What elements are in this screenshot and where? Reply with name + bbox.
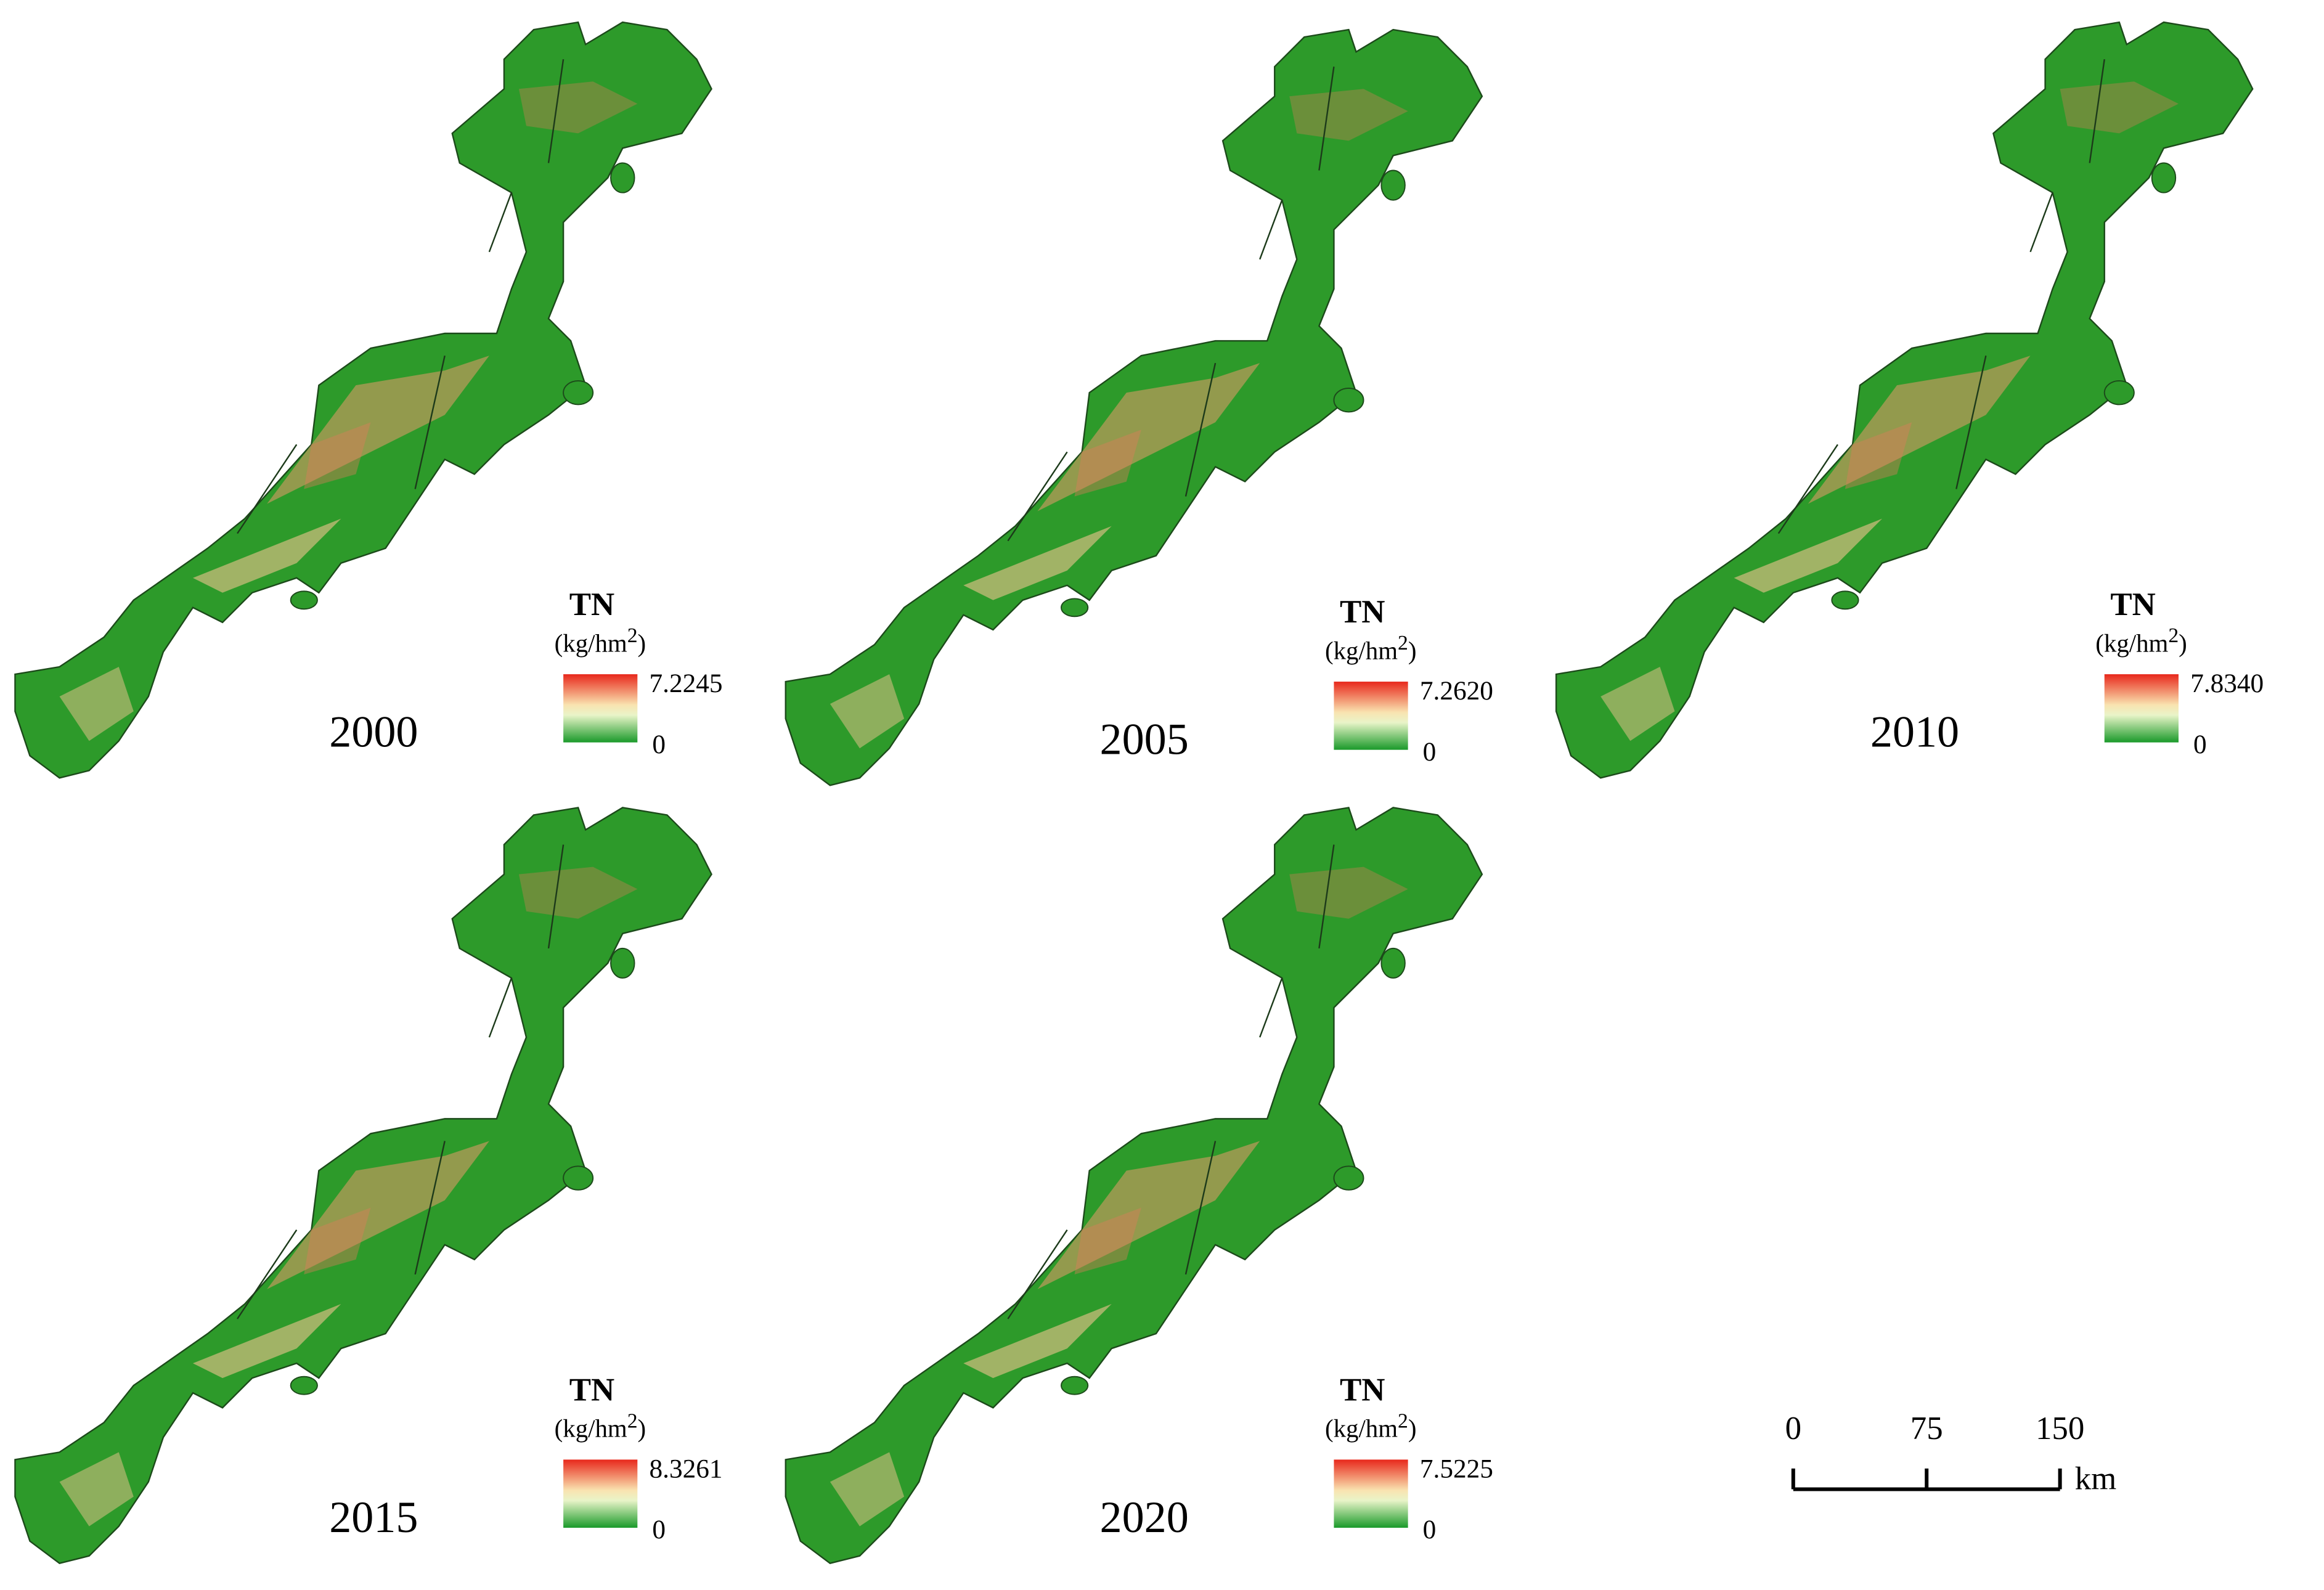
legend-min: 0 [2193,730,2207,759]
unit-exponent: 2 [2168,624,2179,647]
unit-suffix: ) [1408,637,1417,665]
legend-ramp [1334,682,1408,750]
legend-ramp [1334,1459,1408,1528]
unit-exponent: 2 [1398,1409,1408,1432]
legend-unit: (kg/hm2) [1325,1409,1416,1443]
legend-max: 7.2620 [1420,676,1493,706]
unit-suffix: ) [2179,630,2187,658]
legend-min: 0 [652,730,666,759]
region-map [14,21,712,779]
legend-max: 7.2245 [650,669,723,698]
region-map [14,807,712,1564]
unit-suffix: ) [638,630,646,658]
unit-suffix: ) [638,1415,646,1443]
region-map [785,807,1483,1564]
legend-title: TN [569,1372,614,1408]
unit-suffix: ) [1408,1415,1417,1443]
legend-title: TN [2110,587,2155,622]
legend-max: 7.5225 [1420,1454,1493,1484]
scale-bar-label: 0 [1785,1411,1801,1446]
unit-prefix: (kg/hm [555,630,627,658]
region-map [1555,21,2254,779]
year-label: 2000 [329,707,418,757]
legend-min: 0 [1423,737,1437,767]
legend-ramp [2104,674,2179,743]
unit-exponent: 2 [627,624,638,647]
unit-prefix: (kg/hm [1325,1415,1398,1443]
unit-prefix: (kg/hm [1325,637,1398,665]
legend-ramp [563,674,638,743]
scale-bar-unit: km [2075,1461,2117,1497]
legend-ramp [563,1459,638,1528]
unit-prefix: (kg/hm [555,1415,627,1443]
legend-unit: (kg/hm2) [1325,632,1416,665]
scale-bar-label: 150 [2036,1411,2084,1446]
legend-title: TN [1340,1372,1385,1408]
year-label: 2015 [329,1493,418,1542]
year-label: 2005 [1100,715,1189,764]
legend-max: 8.3261 [650,1454,723,1484]
legend-max: 7.8340 [2190,669,2264,698]
legend-unit: (kg/hm2) [2095,624,2187,658]
scale-bar-label: 75 [1910,1411,1943,1446]
unit-prefix: (kg/hm [2095,630,2168,658]
year-label: 2010 [1870,707,1959,757]
legend-min: 0 [652,1515,666,1544]
legend-title: TN [1340,594,1385,630]
unit-exponent: 2 [1398,632,1408,654]
year-label: 2020 [1100,1493,1189,1542]
legend-title: TN [569,587,614,622]
legend-unit: (kg/hm2) [555,624,646,658]
legend-unit: (kg/hm2) [555,1409,646,1443]
region-map [785,28,1483,786]
unit-exponent: 2 [627,1409,638,1432]
legend-min: 0 [1423,1515,1437,1544]
